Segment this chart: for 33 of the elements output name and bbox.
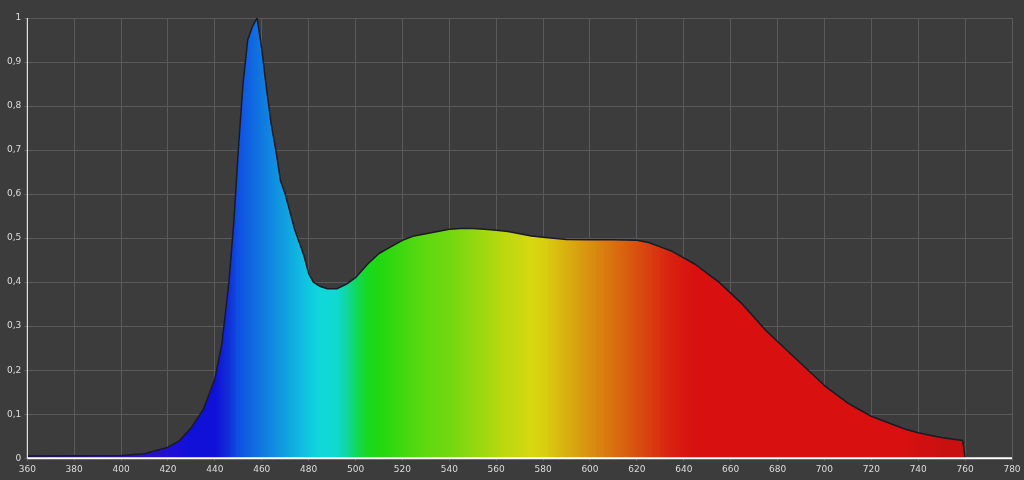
x-tick-label: 540: [440, 463, 459, 474]
x-tick-label: 460: [253, 463, 271, 474]
x-tick-label: 680: [768, 463, 787, 474]
y-tick-label: 0,1: [6, 408, 22, 419]
x-tick-label: 760: [956, 463, 974, 474]
x-tick-label: 660: [722, 463, 740, 474]
x-tick-label: 640: [675, 463, 693, 474]
y-tick-label: 0,8: [6, 100, 22, 111]
x-tick-label: 480: [300, 463, 318, 474]
x-tick-label: 780: [1003, 463, 1021, 474]
x-tick-label: 420: [159, 463, 177, 474]
x-tick-label: 400: [112, 463, 130, 474]
y-tick-label: 0,9: [6, 56, 22, 67]
x-tick-label: 580: [534, 463, 552, 474]
y-tick-label: 0,3: [6, 320, 22, 331]
y-tick-label: 0: [15, 452, 22, 463]
x-tick-label: 360: [18, 463, 37, 474]
x-tick-label: 620: [628, 463, 646, 474]
x-tick-label: 520: [393, 463, 412, 474]
y-tick-label: 0,2: [6, 364, 22, 375]
y-tick-label: 0,5: [6, 232, 22, 243]
x-tick-label: 560: [487, 463, 506, 474]
y-tick-label: 0,4: [6, 276, 22, 287]
x-tick-label: 380: [65, 463, 84, 474]
y-tick-label: 0,6: [6, 188, 22, 199]
y-tick-label: 0,7: [6, 144, 22, 155]
x-tick-label: 600: [581, 463, 599, 474]
x-tick-label: 740: [909, 463, 928, 474]
x-tick-label: 700: [815, 463, 834, 474]
x-tick-label: 720: [862, 463, 881, 474]
x-tick-label: 440: [206, 463, 224, 474]
x-tick-label: 500: [346, 463, 365, 474]
y-tick-label: 1: [15, 12, 22, 23]
